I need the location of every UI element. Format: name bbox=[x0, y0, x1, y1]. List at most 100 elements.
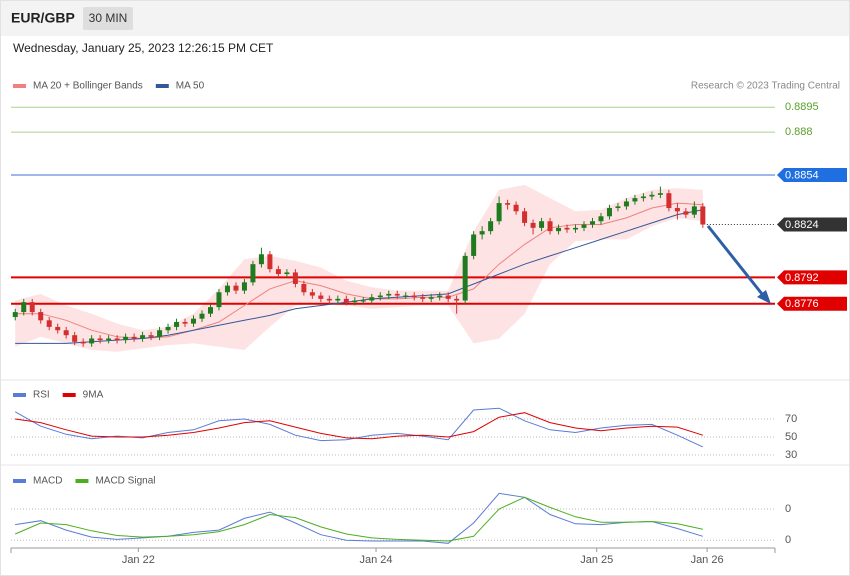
candle-body bbox=[318, 295, 324, 299]
candle-body bbox=[632, 198, 638, 202]
indicator-line bbox=[15, 492, 703, 544]
candle-body bbox=[598, 216, 604, 222]
candle-body bbox=[547, 221, 553, 232]
y-tick-label: 70 bbox=[785, 413, 797, 425]
legend-label: MACD Signal bbox=[95, 476, 155, 487]
candle-body bbox=[454, 298, 460, 301]
candle-body bbox=[182, 321, 188, 324]
candle-body bbox=[292, 272, 298, 284]
candle-body bbox=[191, 318, 197, 324]
candle-body bbox=[564, 227, 570, 230]
candle-body bbox=[63, 330, 69, 336]
candle-body bbox=[38, 312, 44, 321]
candle-body bbox=[97, 338, 103, 341]
candle-body bbox=[539, 221, 545, 228]
y-tick-label: 0 bbox=[785, 503, 791, 515]
candle-body bbox=[573, 227, 579, 230]
legend-swatch bbox=[75, 479, 89, 483]
level-label-box bbox=[777, 296, 847, 311]
candle-body bbox=[615, 206, 621, 209]
candle-body bbox=[301, 283, 307, 293]
legend-swatch bbox=[13, 84, 26, 88]
candle-body bbox=[335, 298, 341, 301]
level-label-box bbox=[777, 270, 847, 285]
candle-body bbox=[114, 338, 120, 341]
plot-layer: 0.8895 0.888 0.8854 0.8824 0.8792 0.8776 MA 20… bbox=[10, 81, 847, 566]
y-tick-label: 30 bbox=[785, 449, 797, 461]
candle-body bbox=[666, 193, 672, 209]
candle-body bbox=[691, 206, 697, 215]
copyright: Research © 2023 Trading Central bbox=[691, 81, 840, 92]
candle-body bbox=[352, 300, 358, 303]
candle-body bbox=[428, 297, 434, 299]
candle-body bbox=[106, 338, 112, 341]
legend-swatch bbox=[13, 479, 26, 483]
ma-line bbox=[15, 202, 703, 340]
candle-body bbox=[207, 307, 213, 314]
candle-body bbox=[343, 298, 349, 303]
candle-body bbox=[683, 211, 689, 215]
x-tick-label: Jan 26 bbox=[691, 554, 724, 566]
candle-body bbox=[640, 196, 646, 199]
legend-label: RSI bbox=[33, 390, 50, 401]
forecast-arrowhead bbox=[757, 290, 771, 304]
candle-body bbox=[12, 312, 18, 318]
candle-body bbox=[284, 272, 290, 275]
candle-body bbox=[420, 297, 426, 299]
candle-body bbox=[496, 203, 502, 222]
candle-body bbox=[674, 208, 680, 212]
candle-body bbox=[437, 295, 443, 298]
candle-body bbox=[267, 254, 273, 270]
candle-body bbox=[513, 204, 519, 212]
candle-body bbox=[123, 336, 129, 341]
candle-body bbox=[377, 295, 383, 298]
legend-swatch bbox=[13, 393, 26, 397]
candle-body bbox=[309, 292, 315, 296]
candle-body bbox=[411, 295, 417, 298]
interval-box bbox=[83, 7, 133, 30]
y-tick-label: 0 bbox=[785, 534, 791, 546]
candle-body bbox=[148, 335, 154, 337]
candle-body bbox=[462, 255, 468, 301]
candle-body bbox=[488, 221, 494, 232]
candle-body bbox=[241, 282, 247, 291]
level-label: 0.8854 bbox=[785, 169, 819, 181]
level-label-box bbox=[777, 168, 847, 183]
candle-body bbox=[21, 302, 27, 313]
legend-swatch bbox=[155, 84, 169, 88]
level-label-box bbox=[777, 217, 847, 232]
forecast-arrow bbox=[706, 225, 764, 295]
candle-body bbox=[140, 335, 146, 339]
candle-body bbox=[250, 264, 256, 283]
candle-body bbox=[581, 224, 587, 228]
level-label: 0.8895 bbox=[785, 101, 819, 113]
candle-body bbox=[72, 335, 78, 342]
candle-body bbox=[649, 194, 655, 197]
candle-body bbox=[55, 326, 61, 331]
candle-body bbox=[131, 336, 137, 339]
candle-body bbox=[258, 254, 264, 265]
candle-body bbox=[89, 338, 95, 344]
candle-body bbox=[505, 203, 511, 205]
level-label: 0.8776 bbox=[785, 298, 819, 310]
candle-body bbox=[224, 285, 230, 293]
candle-body bbox=[174, 321, 180, 327]
candle-body bbox=[80, 341, 86, 344]
indicator-line bbox=[15, 496, 703, 542]
x-tick-label: Jan 25 bbox=[580, 554, 613, 566]
candle-body bbox=[386, 293, 392, 296]
candle-body bbox=[522, 211, 528, 223]
header-bar bbox=[1, 1, 849, 36]
legend-label: MA 20 + Bollinger Bands bbox=[33, 81, 143, 92]
candle-body bbox=[46, 320, 52, 327]
legend-swatch bbox=[62, 393, 76, 397]
candle-body bbox=[360, 300, 366, 302]
interval: 30 MIN bbox=[89, 11, 128, 25]
candle-body bbox=[29, 302, 35, 313]
candle-body bbox=[530, 222, 536, 228]
candle-body bbox=[471, 234, 477, 256]
legend-label: MA 50 bbox=[176, 81, 205, 92]
y-tick-label: 50 bbox=[785, 431, 797, 443]
candle-body bbox=[479, 231, 485, 235]
